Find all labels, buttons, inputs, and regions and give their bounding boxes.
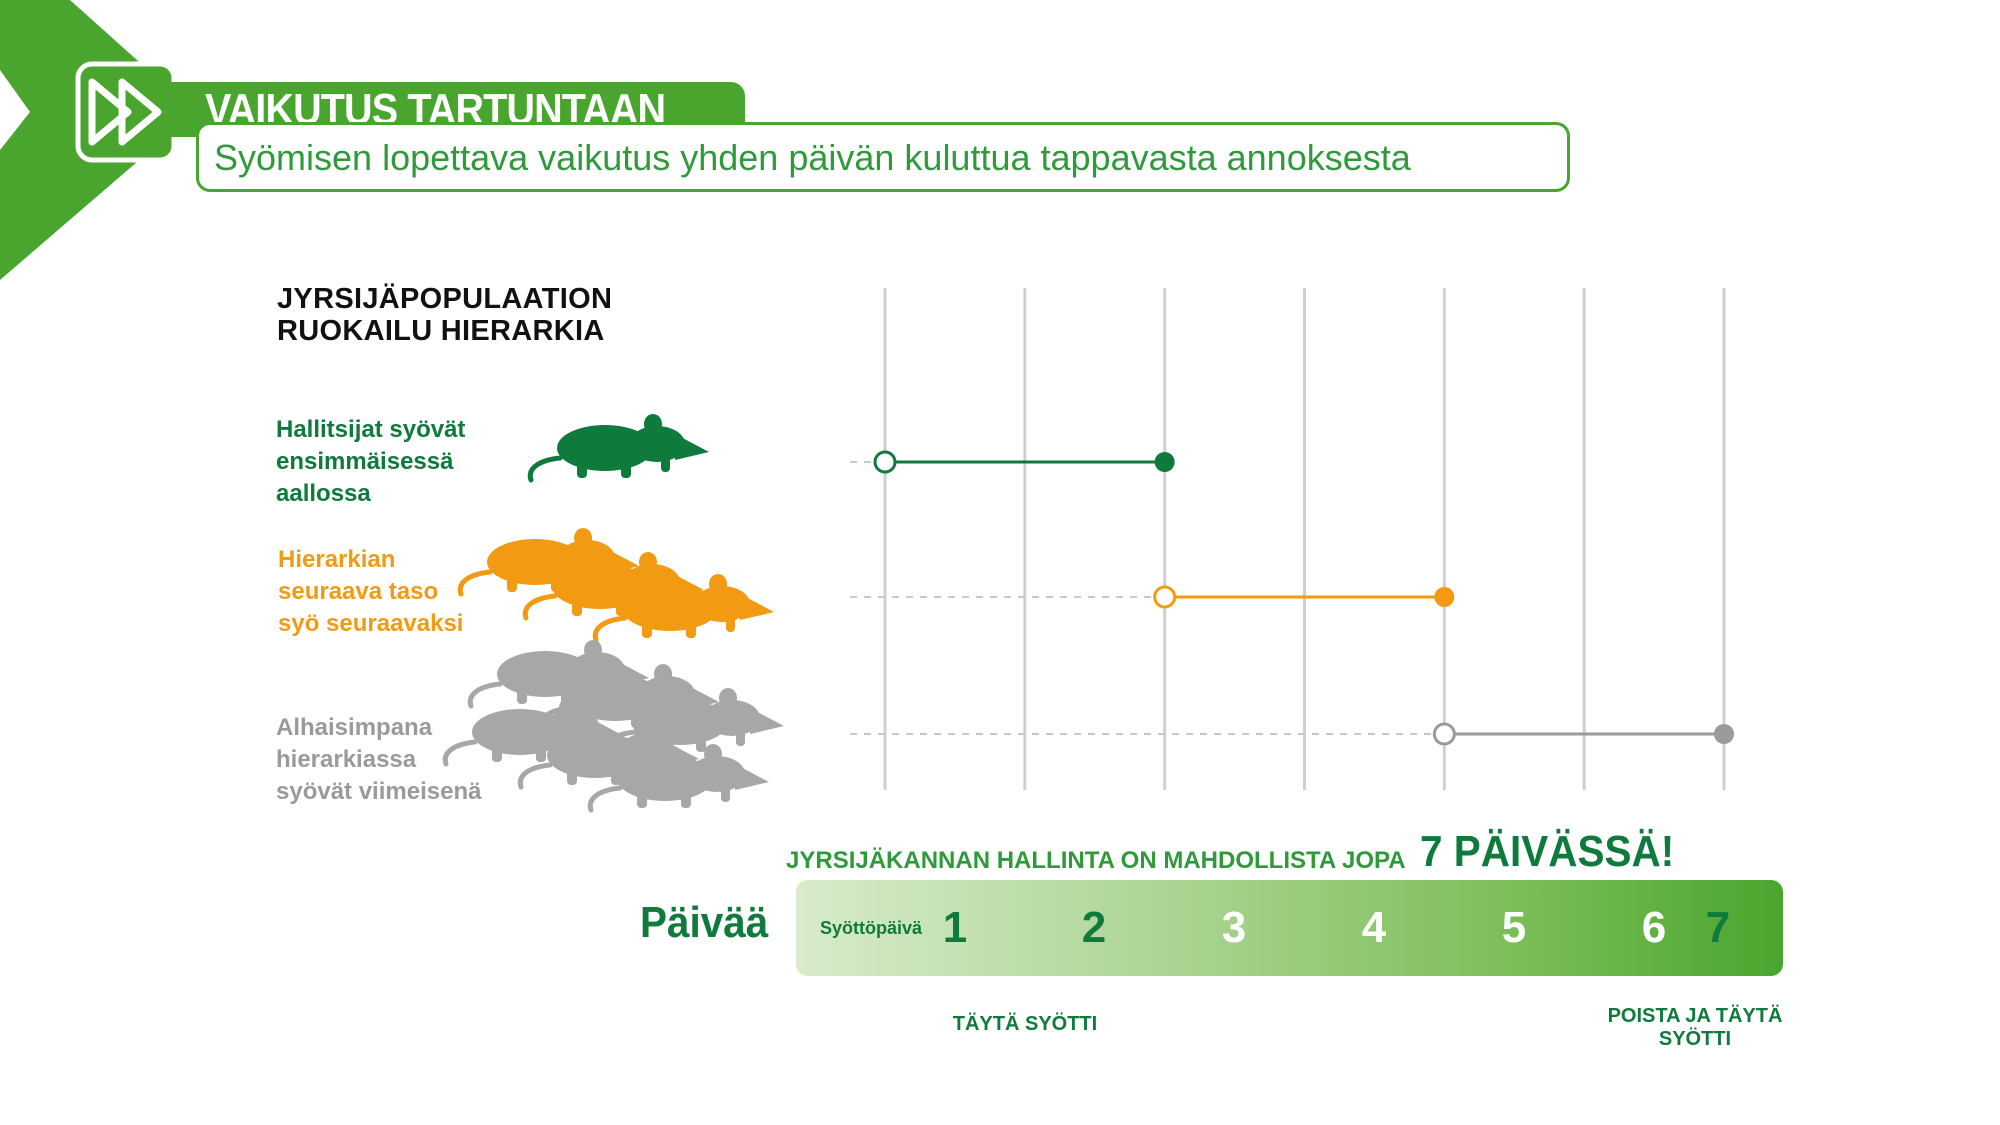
fill-bait-note: TÄYTÄ SYÖTTI bbox=[952, 1013, 1098, 1035]
tier-label-line: Alhaisimpana bbox=[276, 714, 433, 741]
control-statement-highlight: 7 PÄIVÄSSÄ! bbox=[1419, 827, 1674, 876]
day-bar bbox=[796, 880, 1783, 976]
control-statement-text: JYRSIJÄKANNAN HALLINTA ON MAHDOLLISTA JO… bbox=[786, 847, 1406, 874]
days-label: Päivää bbox=[640, 898, 769, 947]
corner-notch bbox=[0, 70, 30, 150]
control-statement: JYRSIJÄKANNAN HALLINTA ON MAHDOLLISTA JO… bbox=[786, 818, 1696, 878]
tier-label-lowest: Alhaisimpana hierarkiassa syövät viimeis… bbox=[276, 712, 481, 808]
day-number: 4 bbox=[1361, 903, 1387, 952]
tier-label-dominant: Hallitsijat syövät ensimmäisessä aalloss… bbox=[276, 414, 465, 510]
day-number: 3 bbox=[1221, 903, 1247, 952]
tier-label-line: seuraava taso bbox=[278, 578, 439, 605]
series-start-point bbox=[873, 450, 897, 474]
series-start-point bbox=[1432, 722, 1456, 746]
series-end-point bbox=[1434, 587, 1455, 607]
hierarchy-heading-line: RUOKAILU HIERARKIA bbox=[277, 315, 605, 347]
series-end-point bbox=[1714, 724, 1734, 744]
page-subtitle: Syömisen lopettava vaikutus yhden päivän… bbox=[214, 137, 1411, 178]
day-number: 5 bbox=[1501, 903, 1527, 952]
tier-label-line: syö seuraavaksi bbox=[278, 610, 464, 637]
day-number: 6 bbox=[1641, 903, 1667, 952]
tier-label-line: Hierarkian bbox=[278, 546, 396, 573]
hierarchy-heading: JYRSIJÄPOPULAATION RUOKAILU HIERARKIA bbox=[277, 283, 612, 347]
hierarchy-heading-line: JYRSIJÄPOPULAATION bbox=[277, 283, 613, 315]
day-number: 7 bbox=[1705, 903, 1731, 952]
tier-label-line: syövät viimeisenä bbox=[276, 778, 482, 805]
tier-label-line: hierarkiassa bbox=[276, 746, 417, 773]
tier-label-line: aallossa bbox=[276, 480, 371, 507]
series-start-point bbox=[1153, 585, 1177, 609]
remove-fill-bait-line: SYÖTTI bbox=[1658, 1028, 1732, 1050]
tier-label-middle: Hierarkian seuraava taso syö seuraavaksi bbox=[278, 544, 463, 640]
day-number: 1 bbox=[942, 903, 968, 952]
subtitle-box bbox=[196, 122, 1570, 192]
day-number: 2 bbox=[1081, 903, 1107, 952]
remove-fill-bait-note: POISTA JA TÄYTÄ SYÖTTI bbox=[1580, 1005, 1810, 1051]
feed-day-label: Syöttöpäivä bbox=[820, 918, 923, 938]
series-end-point bbox=[1154, 452, 1175, 472]
remove-fill-bait-line: POISTA JA TÄYTÄ bbox=[1607, 1005, 1783, 1027]
tier-label-line: ensimmäisessä bbox=[276, 448, 454, 475]
tier-label-line: Hallitsijat syövät bbox=[276, 416, 466, 443]
